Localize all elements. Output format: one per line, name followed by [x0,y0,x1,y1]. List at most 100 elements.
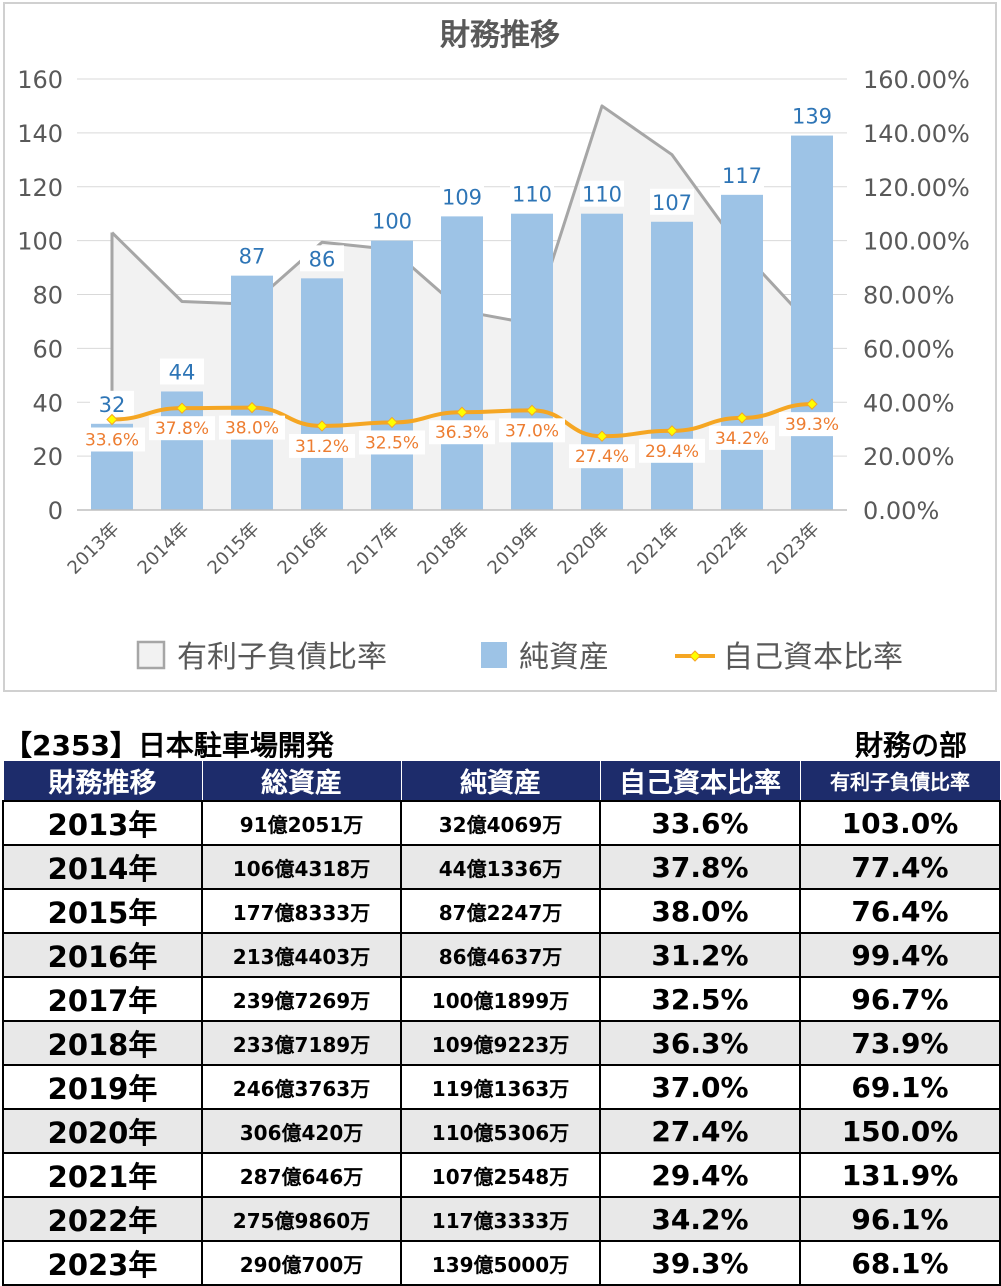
bar-label-bg [300,245,344,272]
equity-ratio-label: 38.0% [225,419,279,439]
cell-debt-ratio: 73.9% [799,1020,1001,1066]
cell-debt-ratio: 96.7% [799,976,1001,1022]
cell-debt-ratio: 131.9% [799,1152,1001,1198]
legend-label-net-assets: 純資産 [519,640,609,675]
line-label-bg [149,416,215,441]
table-row: 2014年 106億4318万 44億1336万 37.8% 77.4% [2,844,1001,890]
table-row: 2015年 177億8333万 87億2247万 38.0% 76.4% [2,888,1001,934]
line-label-bg [569,444,635,469]
cell-equity-ratio: 27.4% [599,1108,801,1154]
bar-label-bg [440,183,484,210]
cell-net-assets: 100億1899万 [400,976,601,1022]
cell-net-assets: 110億5306万 [400,1108,601,1154]
net-assets-bar [791,135,833,510]
equity-ratio-marker [596,430,608,442]
x-tick-label: 2021年 [624,519,684,579]
net-assets-bar-label: 110 [582,183,622,207]
x-tick-label: 2015年 [204,519,264,579]
net-assets-bar-label: 110 [512,183,552,207]
table-row: 2018年 233億7189万 109億9223万 36.3% 73.9% [2,1020,1001,1066]
cell-debt-ratio: 69.1% [799,1064,1001,1110]
equity-ratio-label: 37.8% [155,419,209,439]
bar-label-bg [650,188,694,215]
header-net-assets: 純資産 [400,760,601,802]
cell-debt-ratio: 77.4% [799,844,1001,890]
cell-period: 2023年 [2,1240,203,1286]
cell-total-assets: 275億9860万 [201,1196,402,1242]
equity-ratio-label: 31.2% [295,437,349,457]
cell-net-assets: 86億4637万 [400,932,601,978]
cell-total-assets: 239億7269万 [201,976,402,1022]
cell-debt-ratio: 103.0% [799,800,1001,846]
net-assets-bar-label: 117 [722,164,762,188]
net-assets-bar-label: 107 [652,191,692,215]
y-right-tick-label: 40.00% [863,389,955,417]
line-label-bg [639,438,705,463]
cell-equity-ratio: 31.2% [599,932,801,978]
cell-total-assets: 306億420万 [201,1108,402,1154]
line-label-bg [289,433,355,458]
net-assets-bar [651,221,693,511]
x-tick-label: 2020年 [554,519,614,579]
cell-equity-ratio: 32.5% [599,976,801,1022]
cell-total-assets: 290億700万 [201,1240,402,1286]
line-label-bg [429,420,495,445]
cell-total-assets: 287億646万 [201,1152,402,1198]
debt-ratio-area [112,105,812,510]
legend-swatch-net-assets [481,642,507,668]
cell-total-assets: 177億8333万 [201,888,402,934]
x-tick-label: 2022年 [694,519,754,579]
x-tick-label: 2019年 [484,519,544,579]
cell-total-assets: 91億2051万 [201,800,402,846]
header-total-assets: 総資産 [201,760,402,802]
cell-debt-ratio: 68.1% [799,1240,1001,1286]
cell-period: 2022年 [2,1196,203,1242]
cell-net-assets: 87億2247万 [400,888,601,934]
table-row: 2013年 91億2051万 32億4069万 33.6% 103.0% [2,800,1001,846]
equity-ratio-label: 33.6% [85,430,139,450]
y-right-tick-label: 60.00% [863,335,955,363]
header-equity-ratio: 自己資本比率 [599,760,801,802]
x-tick-label: 2016年 [274,519,334,579]
y-left-tick-label: 140 [17,120,63,148]
equity-ratio-marker [316,420,328,432]
x-tick-label: 2017年 [344,519,404,579]
equity-ratio-marker [456,406,468,418]
y-right-tick-label: 80.00% [863,282,955,310]
bar-label-bg [230,242,274,269]
y-right-tick-label: 160.00% [863,66,970,94]
net-assets-bar-label: 100 [372,210,412,234]
bar-label-bg [510,180,554,207]
net-assets-bar [231,275,273,510]
cell-period: 2016年 [2,932,203,978]
y-right-tick-label: 20.00% [863,443,955,471]
legend-label-equity-ratio: 自己資本比率 [723,640,903,675]
line-label-bg [79,427,145,452]
cell-net-assets: 117億3333万 [400,1196,601,1242]
cell-equity-ratio: 29.4% [599,1152,801,1198]
bar-label-bg [370,207,414,234]
bar-label-bg [720,161,764,188]
financial-table-section: 【2353】日本駐車場開発 財務の部 財務推移 総資産 純資産 自己資本比率 有… [0,722,1001,1286]
cell-period: 2014年 [2,844,203,890]
table-row: 2017年 239億7269万 100億1899万 32.5% 96.7% [2,976,1001,1022]
company-caption: 【2353】日本駐車場開発 [4,729,334,762]
cell-debt-ratio: 99.4% [799,932,1001,978]
y-left-tick-label: 80 [32,282,63,310]
y-right-tick-label: 100.00% [863,228,970,256]
net-assets-bar-label: 86 [309,247,336,271]
bar-label-bg [580,180,624,207]
cell-period: 2019年 [2,1064,203,1110]
cell-equity-ratio: 36.3% [599,1020,801,1066]
cell-debt-ratio: 96.1% [799,1196,1001,1242]
net-assets-bar [441,216,483,510]
cell-total-assets: 246億3763万 [201,1064,402,1110]
y-left-tick-label: 40 [32,389,63,417]
equity-ratio-marker [106,413,118,426]
table-row: 2023年 290億700万 139億5000万 39.3% 68.1% [2,1240,1001,1286]
line-label-bg [779,412,845,437]
table-row: 2019年 246億3763万 119億1363万 37.0% 69.1% [2,1064,1001,1110]
cell-total-assets: 233億7189万 [201,1020,402,1066]
y-right-tick-label: 120.00% [863,174,970,202]
line-label-bg [219,415,285,440]
